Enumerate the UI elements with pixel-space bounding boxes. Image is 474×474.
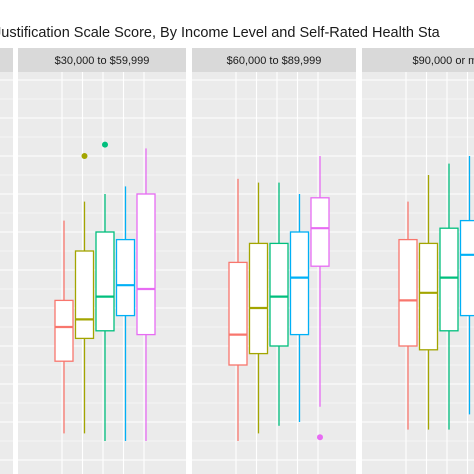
facet-strip-label: $60,000 to $89,999 — [227, 55, 322, 67]
box-body — [248, 242, 269, 355]
box-5 — [310, 156, 330, 407]
outlier-point — [317, 434, 323, 441]
facet-panel: $90,000 or mo — [362, 48, 474, 474]
box-body — [459, 219, 474, 317]
box-2 — [418, 175, 439, 430]
box-body — [95, 231, 115, 332]
box-body — [398, 238, 418, 347]
box-1 — [54, 220, 74, 434]
box-3 — [269, 182, 289, 426]
box-body — [439, 227, 459, 332]
facet-panel: $30,000 to $59,999 — [18, 48, 186, 474]
box-body — [228, 261, 248, 366]
box-4 — [459, 156, 474, 415]
box-body — [310, 197, 330, 267]
box-body — [418, 242, 439, 351]
facet-strip-label: $30,000 to $59,999 — [55, 55, 150, 67]
box-2 — [248, 182, 269, 434]
box-body — [74, 250, 95, 340]
chart-title: Justification Scale Score, By Income Lev… — [0, 25, 441, 41]
box-2 — [74, 201, 95, 434]
box-4 — [115, 186, 136, 441]
facet-strip — [18, 48, 186, 72]
outlier-point — [81, 153, 88, 159]
facet-strip — [192, 48, 356, 72]
facet-panel: $60,000 to $89,999 — [192, 48, 356, 474]
box-body — [289, 231, 310, 336]
box-body — [269, 242, 289, 347]
box-body — [136, 193, 156, 336]
box-4 — [289, 194, 310, 422]
box-1 — [228, 178, 248, 441]
facet-strip — [0, 48, 13, 72]
facet-strip-label: $90,000 or mo — [413, 55, 474, 67]
facet-panel — [0, 48, 13, 474]
box-5 — [136, 148, 156, 441]
box-body — [115, 238, 136, 317]
box-3 — [95, 194, 115, 441]
outlier-point — [102, 141, 108, 148]
facet-strip — [362, 48, 474, 72]
box-body — [54, 299, 74, 362]
panel-background — [0, 72, 13, 474]
box-1 — [398, 201, 418, 430]
box-3 — [439, 163, 459, 430]
